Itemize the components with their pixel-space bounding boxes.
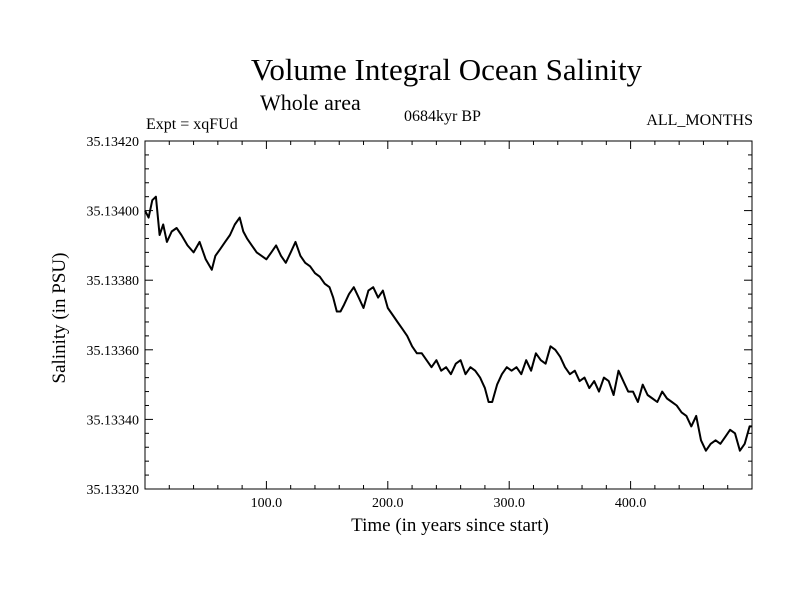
y-tick-label: 35.13400 (87, 205, 140, 220)
y-tick-label: 35.13380 (87, 274, 140, 289)
tick-marks (145, 140, 752, 490)
y-axis-label: Salinity (in PSU) (49, 252, 70, 384)
experiment-label: Expt = xqFUd (146, 116, 238, 133)
y-tick-label: 35.13340 (87, 413, 140, 428)
y-tick-label: 35.13320 (87, 483, 140, 498)
y-tick-label: 35.13360 (87, 344, 140, 359)
x-tick-label: 300.0 (493, 496, 525, 511)
months-label: ALL_MONTHS (646, 112, 753, 129)
chart-subtitle: Whole area (260, 90, 361, 115)
series-line (144, 195, 752, 452)
chart-title: Volume Integral Ocean Salinity (250, 52, 643, 87)
y-tick-label: 35.13420 (87, 135, 140, 150)
plot-frame (144, 140, 753, 490)
x-tick-label: 400.0 (615, 496, 647, 511)
y-tick-labels: 35.13320 35.13340 35.13360 35.13380 35.13400… (87, 135, 140, 498)
period-label: 0684kyr BP (404, 108, 481, 125)
x-tick-label: 100.0 (251, 496, 283, 511)
x-tick-label: 200.0 (372, 496, 404, 511)
x-tick-labels: 100.0 200.0 300.0 400.0 (251, 496, 647, 511)
x-axis-label: Time (in years since start) (351, 515, 549, 536)
